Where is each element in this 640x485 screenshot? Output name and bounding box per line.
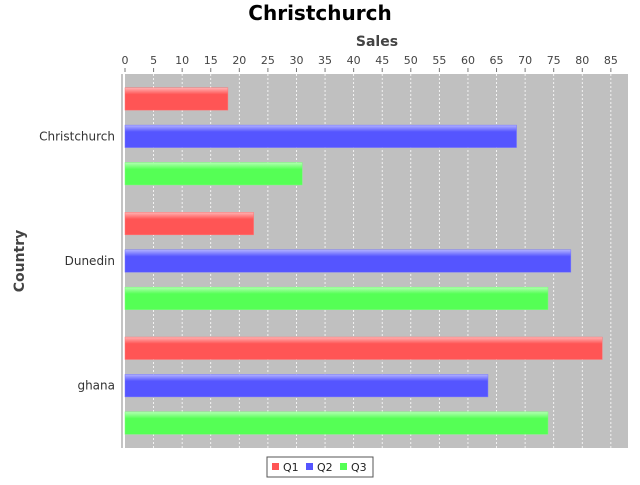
- category-label: Christchurch: [39, 129, 115, 143]
- x-tick-label: 0: [122, 54, 129, 67]
- category-label: Dunedin: [65, 254, 115, 268]
- chart-title: Christchurch: [248, 1, 391, 25]
- x-tick-label: 85: [604, 54, 618, 67]
- x-tick-label: 30: [289, 54, 303, 67]
- bars: [124, 87, 603, 435]
- legend: Q1 Q2 Q3: [266, 456, 374, 478]
- bar-q2-0: [124, 124, 517, 148]
- x-tick-label: 75: [547, 54, 561, 67]
- x-axis-label: Sales: [356, 34, 398, 50]
- x-tick-label: 65: [490, 54, 504, 67]
- bar-q1-0: [124, 87, 229, 111]
- legend-label-q3: Q3: [351, 461, 367, 474]
- x-tick-label: 35: [318, 54, 332, 67]
- x-tick-label: 25: [261, 54, 275, 67]
- bar-q3-0: [124, 162, 303, 186]
- x-tick-label: 70: [518, 54, 532, 67]
- x-tick-label: 45: [375, 54, 389, 67]
- bar-q3-1: [124, 286, 549, 310]
- legend-label-q2: Q2: [317, 461, 333, 474]
- bar-q3-2: [124, 411, 549, 435]
- category-label: ghana: [77, 379, 115, 393]
- x-tick-label: 20: [232, 54, 246, 67]
- y-axis-label: Country: [12, 230, 28, 293]
- bar-q2-1: [124, 249, 572, 273]
- x-tick-label: 40: [347, 54, 361, 67]
- bar-q1-2: [124, 336, 603, 360]
- legend-box: [266, 456, 374, 478]
- x-tick-label: 55: [432, 54, 446, 67]
- category-labels: Christchurch Dunedin ghana: [39, 129, 115, 392]
- x-tick-label: 5: [150, 54, 157, 67]
- x-axis-ticks: 0 5 10 15 20 25 30 35 40 45 50 55 60 65 70 75 80 85: [121, 54, 618, 448]
- x-tick-label: 80: [575, 54, 589, 67]
- x-tick-label: 10: [175, 54, 189, 67]
- bar-q1-1: [124, 212, 254, 236]
- x-tick-label: 50: [404, 54, 418, 67]
- x-tick-label: 60: [461, 54, 475, 67]
- bar-q2-2: [124, 374, 489, 398]
- x-tick-label: 15: [204, 54, 218, 67]
- legend-label-q1: Q1: [283, 461, 299, 474]
- legend-swatch-q2: [306, 463, 313, 470]
- legend-swatch-q3: [340, 463, 347, 470]
- legend-swatch-q1: [272, 463, 279, 470]
